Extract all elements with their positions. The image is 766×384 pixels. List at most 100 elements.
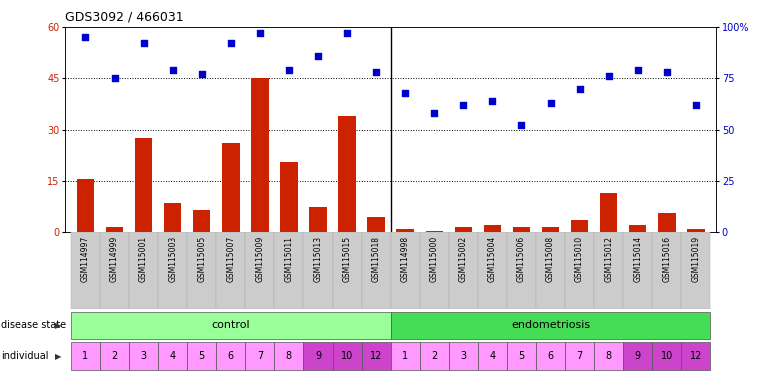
Text: 8: 8 (286, 351, 292, 361)
Bar (309, 207, 327, 232)
Bar (420, 232, 449, 309)
Bar (594, 343, 624, 370)
Text: GSM115013: GSM115013 (313, 236, 322, 282)
Text: individual: individual (1, 351, 48, 361)
Text: GSM114998: GSM114998 (401, 236, 410, 282)
Bar (135, 138, 152, 232)
Bar (507, 232, 536, 309)
Bar (332, 343, 362, 370)
Bar (100, 343, 129, 370)
Bar (71, 312, 391, 339)
Bar (274, 232, 303, 309)
Bar (565, 232, 594, 309)
Bar (303, 232, 332, 309)
Text: GSM115006: GSM115006 (517, 236, 526, 282)
Bar (624, 343, 653, 370)
Bar (391, 343, 420, 370)
Point (632, 67, 644, 73)
Text: GSM115014: GSM115014 (633, 236, 642, 282)
Bar (164, 203, 182, 232)
Point (137, 40, 149, 46)
Text: 3: 3 (140, 351, 146, 361)
Point (603, 73, 615, 79)
Bar (483, 225, 501, 232)
Text: disease state: disease state (1, 320, 66, 331)
Bar (687, 229, 705, 232)
Text: GSM115002: GSM115002 (459, 236, 468, 282)
Text: 4: 4 (489, 351, 496, 361)
Text: GSM115012: GSM115012 (604, 236, 613, 282)
Point (166, 67, 178, 73)
Bar (600, 193, 617, 232)
Text: 9: 9 (635, 351, 641, 361)
Bar (653, 232, 681, 309)
Bar (454, 227, 472, 232)
Bar (536, 343, 565, 370)
Bar (303, 343, 332, 370)
Bar (507, 343, 536, 370)
Point (486, 98, 499, 104)
Bar (245, 232, 274, 309)
Text: GSM115019: GSM115019 (692, 236, 700, 282)
Bar (77, 179, 94, 232)
Text: GSM115003: GSM115003 (169, 236, 177, 282)
Text: 12: 12 (689, 351, 702, 361)
Point (312, 53, 324, 59)
Text: GSM115016: GSM115016 (663, 236, 671, 282)
Point (545, 100, 557, 106)
Bar (187, 343, 216, 370)
Bar (100, 232, 129, 309)
Bar (71, 232, 100, 309)
Point (428, 110, 440, 116)
Bar (368, 217, 385, 232)
Point (689, 102, 702, 108)
Point (80, 34, 92, 40)
Bar (512, 227, 530, 232)
Text: 12: 12 (370, 351, 382, 361)
Bar (158, 232, 187, 309)
Text: control: control (211, 320, 250, 331)
Bar (71, 343, 100, 370)
Text: 10: 10 (660, 351, 673, 361)
Point (341, 30, 353, 36)
Bar (280, 162, 298, 232)
Bar (245, 343, 274, 370)
Text: GSM115001: GSM115001 (139, 236, 148, 282)
Point (457, 102, 470, 108)
Bar (658, 214, 676, 232)
Text: 7: 7 (577, 351, 583, 361)
Bar (251, 78, 269, 232)
Text: 2: 2 (431, 351, 437, 361)
Text: 1: 1 (402, 351, 408, 361)
Text: 1: 1 (83, 351, 89, 361)
Bar (536, 232, 565, 309)
Text: GSM115004: GSM115004 (488, 236, 497, 282)
Text: GSM115018: GSM115018 (372, 236, 381, 282)
Bar (594, 232, 624, 309)
Bar (397, 229, 414, 232)
Text: GSM115009: GSM115009 (255, 236, 264, 282)
Bar (391, 232, 420, 309)
Bar (106, 227, 123, 232)
Bar (158, 343, 187, 370)
Point (516, 122, 528, 129)
Bar (216, 343, 245, 370)
Text: 4: 4 (169, 351, 175, 361)
Bar (629, 225, 647, 232)
Text: GSM114997: GSM114997 (81, 236, 90, 282)
Bar (624, 232, 653, 309)
Bar (129, 232, 158, 309)
Bar (571, 220, 588, 232)
Text: endometriosis: endometriosis (511, 320, 590, 331)
Point (109, 75, 121, 81)
Bar (478, 343, 507, 370)
Bar (362, 343, 391, 370)
Bar (216, 232, 245, 309)
Text: ▶: ▶ (55, 352, 61, 361)
Bar (542, 227, 559, 232)
Bar (681, 343, 710, 370)
Bar (129, 343, 158, 370)
Point (283, 67, 295, 73)
Text: 5: 5 (198, 351, 205, 361)
Bar (449, 343, 478, 370)
